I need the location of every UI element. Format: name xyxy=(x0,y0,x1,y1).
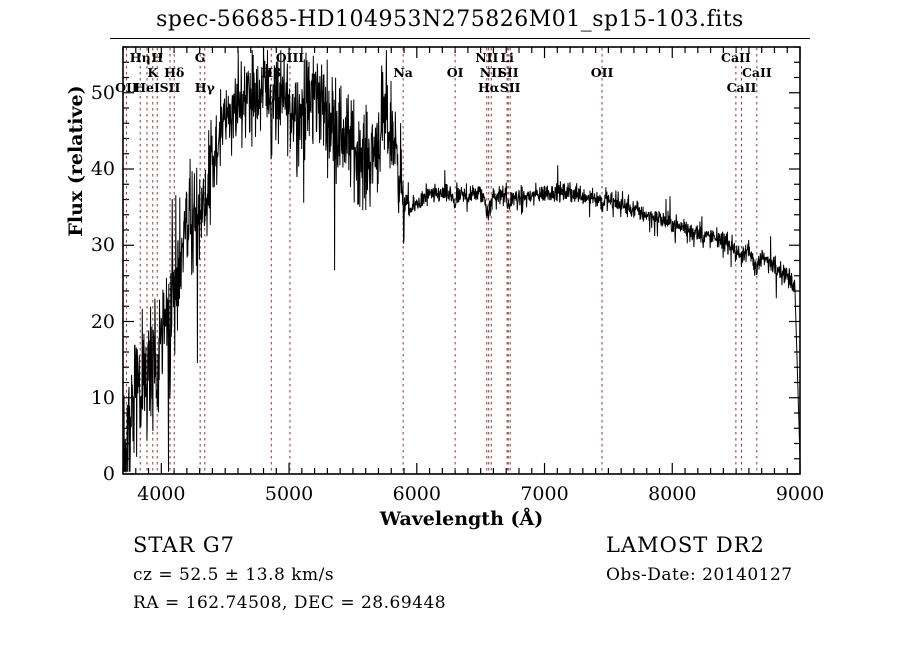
x-axis-label: Wavelength (Å) xyxy=(379,508,544,530)
y-tick-label: 50 xyxy=(90,81,115,104)
line-label-nii-a: NII xyxy=(475,50,499,65)
line-label-caii-h: H xyxy=(151,50,164,65)
line-label-oi: OI xyxy=(446,65,464,80)
survey-release-line: LAMOST DR2 xyxy=(606,533,765,557)
line-marker-rules xyxy=(125,48,758,473)
line-label-gband: G xyxy=(194,50,206,65)
line-label-oii: OII xyxy=(115,80,138,95)
line-label-caii-k: K xyxy=(147,65,159,80)
line-label-sii: SII xyxy=(159,80,181,95)
line-label-hdelta: Hδ xyxy=(164,65,185,80)
line-label-hei: HeI xyxy=(134,80,160,95)
y-tick-label: 0 xyxy=(102,463,115,485)
line-label-caii-2: CaII xyxy=(726,80,757,95)
object-info-block: STAR G7 cz = 52.5 ± 13.8 km/s RA = 162.7… xyxy=(133,533,446,613)
line-label-li: Li xyxy=(500,50,514,65)
spectrum-trace xyxy=(122,50,801,473)
survey-info-block: LAMOST DR2 Obs-Date: 20140127 xyxy=(606,533,793,585)
x-tick-label: 4000 xyxy=(137,483,186,505)
redshift-line: cz = 52.5 ± 13.8 km/s xyxy=(133,565,335,585)
line-label-caii-3: CaII xyxy=(741,65,772,80)
x-tick-label: 8000 xyxy=(648,483,697,505)
line-label-nii-b: NII xyxy=(479,65,503,80)
y-tick-label: 10 xyxy=(90,386,115,409)
line-label-oii-r: OII xyxy=(590,65,614,80)
line-label-na: Na xyxy=(393,65,413,80)
line-label-halpha: Hα xyxy=(477,80,500,95)
line-label-oiii: OIII xyxy=(275,50,305,65)
line-label-caii-1: CaII xyxy=(721,50,751,65)
page-title: spec-56685-HD104953N275826M01_sp15-103.f… xyxy=(156,7,744,32)
y-tick-label: 30 xyxy=(90,234,115,257)
line-label-hgamma: Hγ xyxy=(194,80,215,95)
x-tick-label: 9000 xyxy=(775,483,825,505)
x-tick-label: 6000 xyxy=(392,483,441,505)
obs-date-line: Obs-Date: 20140127 xyxy=(606,565,793,585)
title-divider xyxy=(110,38,810,39)
line-label-heta: Hη xyxy=(129,50,151,65)
line-label-hbeta: Hβ xyxy=(261,65,282,80)
line-label-sii-b: SII xyxy=(499,80,521,95)
x-tick-label: 7000 xyxy=(520,483,569,505)
coordinates-line: RA = 162.74508, DEC = 28.69448 xyxy=(133,593,447,613)
y-tick-label: 40 xyxy=(90,158,115,180)
line-label-sii-a: SII xyxy=(497,65,519,80)
y-tick-label: 20 xyxy=(90,310,115,333)
object-class-line: STAR G7 xyxy=(133,533,236,557)
x-tick-label: 5000 xyxy=(264,483,314,505)
